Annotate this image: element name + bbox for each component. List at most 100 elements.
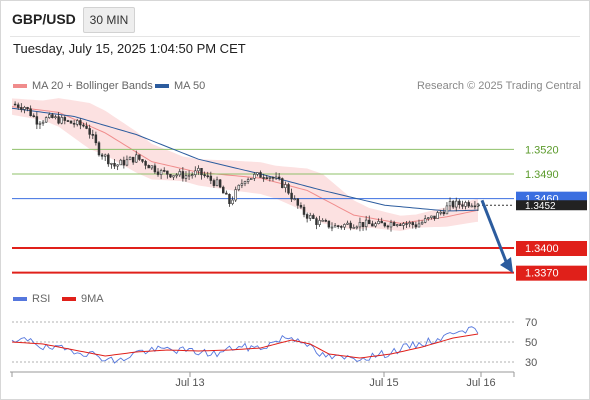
candle-body bbox=[371, 223, 374, 227]
candle-body bbox=[318, 220, 321, 225]
candle-body bbox=[290, 192, 293, 200]
candle-body bbox=[417, 223, 421, 228]
candle-body bbox=[234, 189, 237, 201]
candle-body bbox=[349, 222, 352, 229]
candle-body bbox=[436, 212, 439, 219]
ma20-swatch bbox=[13, 84, 27, 89]
candle-body bbox=[284, 184, 287, 188]
ma50-legend-label: MA 50 bbox=[174, 80, 206, 92]
candle-body bbox=[103, 154, 107, 157]
candle-body bbox=[237, 184, 241, 190]
candle-body bbox=[97, 142, 101, 156]
candle-body bbox=[153, 165, 157, 173]
candle-body bbox=[346, 222, 349, 225]
candle-body bbox=[125, 159, 129, 166]
candle-body bbox=[361, 222, 365, 227]
candle-body bbox=[451, 201, 455, 208]
candle-body bbox=[79, 120, 82, 126]
candle-body bbox=[60, 117, 63, 124]
candle-body bbox=[225, 192, 228, 195]
ma50-line bbox=[11, 107, 479, 212]
candle-body bbox=[32, 115, 35, 118]
candle-body bbox=[144, 161, 147, 166]
candle-body bbox=[85, 125, 88, 129]
candle-body bbox=[66, 120, 70, 122]
candle-body bbox=[355, 226, 359, 229]
candle-body bbox=[156, 171, 160, 175]
candle-body bbox=[69, 120, 73, 124]
rsi-tick-label: 30 bbox=[525, 357, 537, 369]
candle-body bbox=[91, 134, 95, 136]
candle-body bbox=[150, 165, 154, 169]
candle-body bbox=[464, 202, 467, 207]
rsi-legend-label: RSI bbox=[32, 293, 51, 305]
candle-body bbox=[259, 172, 262, 178]
candle-body bbox=[321, 220, 324, 222]
candle-body bbox=[228, 193, 231, 204]
candle-body bbox=[324, 220, 328, 222]
candle-body bbox=[76, 120, 79, 125]
candle-body bbox=[88, 128, 91, 135]
rsi-line bbox=[11, 326, 479, 364]
candle-body bbox=[420, 221, 424, 225]
candle-body bbox=[312, 215, 315, 219]
candle-body bbox=[302, 206, 306, 215]
candle-body bbox=[408, 222, 411, 224]
timeframe-button[interactable]: 30 MIN bbox=[83, 7, 135, 33]
candle-body bbox=[427, 217, 430, 219]
candle-body bbox=[281, 178, 284, 188]
candle-body bbox=[343, 224, 346, 228]
candle-body bbox=[395, 224, 399, 226]
candle-body bbox=[222, 186, 225, 194]
candle-body bbox=[243, 181, 247, 185]
candle-body bbox=[380, 220, 383, 224]
candle-body bbox=[159, 170, 163, 175]
candle-body bbox=[389, 222, 393, 228]
candle-body bbox=[119, 159, 122, 166]
bollinger-band bbox=[12, 98, 478, 232]
rsi-swatch bbox=[13, 297, 27, 302]
forecast-arrow-shaft bbox=[480, 199, 509, 265]
candle-body bbox=[461, 204, 464, 207]
candle-body bbox=[131, 156, 135, 163]
candle-body bbox=[296, 198, 300, 206]
level-label: 1.3400 bbox=[525, 243, 559, 255]
candle-body bbox=[336, 225, 340, 227]
x-tick-label: Jul 15 bbox=[369, 377, 398, 389]
top-bar: GBP/USD 30 MIN bbox=[0, 0, 588, 36]
candle-body bbox=[184, 175, 188, 179]
candle-body bbox=[29, 108, 32, 117]
candle-body bbox=[402, 223, 405, 226]
candle-body bbox=[405, 223, 408, 225]
candle-body bbox=[448, 201, 452, 207]
candle-body bbox=[274, 176, 278, 179]
rsi-tick-label: 50 bbox=[525, 337, 537, 349]
candle-body bbox=[433, 215, 436, 219]
candle-body bbox=[473, 205, 477, 208]
candle-body bbox=[113, 163, 116, 167]
legend-ma50: MA 50 bbox=[155, 80, 205, 92]
candle-body bbox=[203, 174, 206, 177]
candle-body bbox=[178, 171, 181, 176]
candle-body bbox=[240, 183, 244, 186]
candle-body bbox=[169, 174, 172, 178]
current-price-tag bbox=[516, 200, 587, 211]
candle-body bbox=[423, 218, 427, 223]
candle-body bbox=[72, 122, 76, 125]
candle-body bbox=[100, 154, 104, 157]
candle-body bbox=[116, 164, 119, 167]
ma9-line bbox=[11, 333, 479, 359]
candle-body bbox=[265, 177, 268, 179]
candle-body bbox=[277, 176, 281, 179]
candle-body bbox=[327, 220, 331, 228]
candle-body bbox=[44, 117, 48, 123]
ma9-legend-label: 9MA bbox=[81, 293, 104, 305]
candle-body bbox=[256, 172, 259, 175]
rsi-tick-label: 70 bbox=[525, 317, 537, 329]
candle-body bbox=[253, 174, 256, 179]
candle-body bbox=[411, 222, 414, 226]
candle-body bbox=[16, 104, 20, 108]
candle-body bbox=[110, 163, 113, 165]
candle-body bbox=[445, 205, 449, 215]
